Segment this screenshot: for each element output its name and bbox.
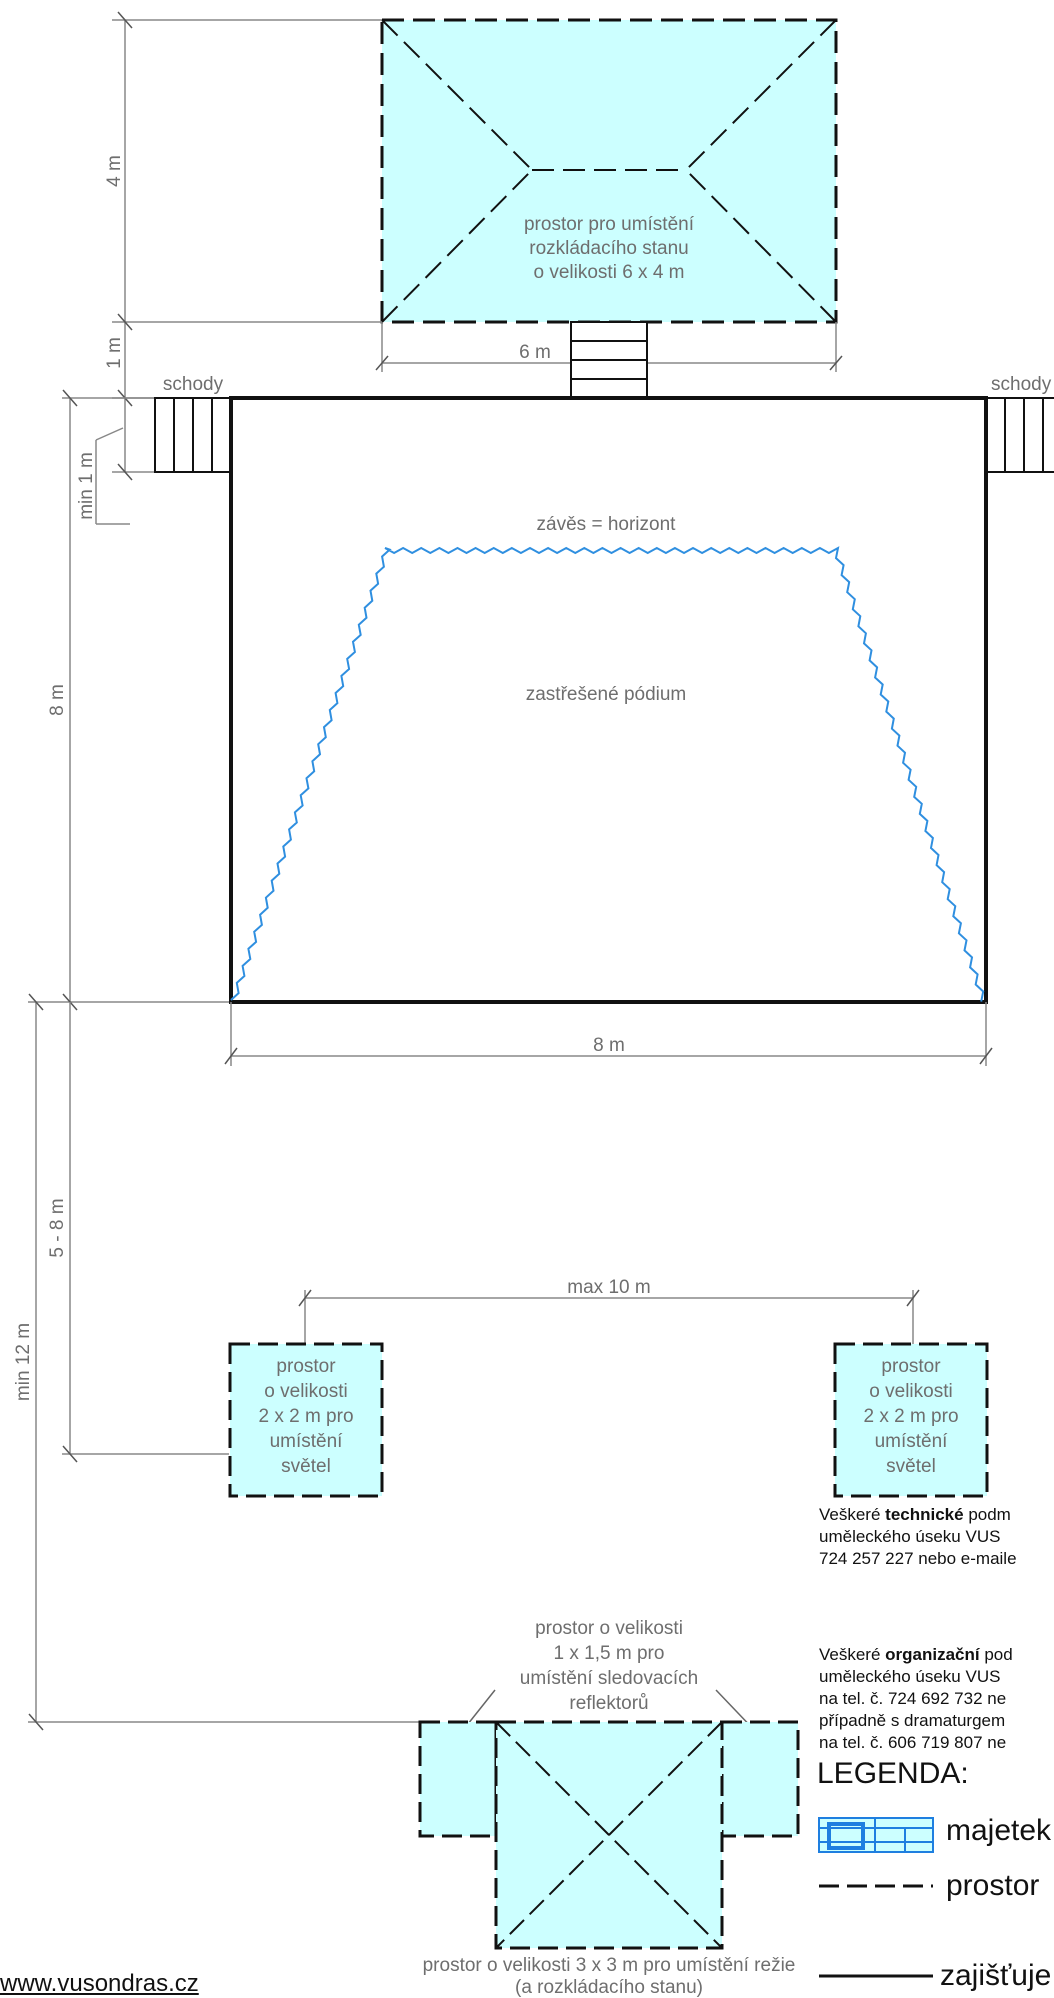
followspot-text-2: 1 x 1,5 m pro bbox=[554, 1643, 665, 1664]
followspot-text-3: umístění sledovacích bbox=[520, 1668, 698, 1689]
stage: závěs = horizont zastřešené pódium bbox=[229, 396, 988, 1004]
lights-distance-dimension: 5 - 8 m bbox=[47, 1002, 229, 1463]
website-link[interactable]: www.vusondras.cz bbox=[0, 1970, 199, 1997]
organizational-note-line-5: na tel. č. 606 719 807 ne bbox=[819, 1733, 1007, 1752]
technical-note-line-3: 724 257 227 nebo e-maile bbox=[819, 1549, 1017, 1568]
lights-spacing-label: max 10 m bbox=[567, 1277, 650, 1298]
light-box-left: prostor o velikosti 2 x 2 m pro umístění… bbox=[228, 1342, 384, 1498]
organizational-note-line-3: na tel. č. 724 692 732 ne bbox=[819, 1689, 1007, 1708]
light-right-text-4: umístění bbox=[875, 1431, 949, 1452]
organizational-note-line-4: případně s dramaturgem bbox=[819, 1711, 1006, 1730]
tent-gap-label: 1 m bbox=[104, 337, 125, 369]
legend-item-provided: zajišťuje bbox=[940, 1959, 1052, 1992]
tent-width-label: 6 m bbox=[519, 342, 551, 363]
control-text-2: (a rozkládacího stanu) bbox=[515, 1977, 703, 1997]
control-area: prostor o velikosti 3 x 3 m pro umístění… bbox=[418, 1720, 800, 1997]
curtain-label: závěs = horizont bbox=[537, 514, 677, 535]
light-left-text-5: světel bbox=[281, 1456, 331, 1477]
tent-text-2: rozkládacího stanu bbox=[529, 238, 689, 259]
left-top-dimensions: 4 m 1 m min 1 m bbox=[76, 11, 382, 525]
tent-height-label: 4 m bbox=[104, 155, 125, 187]
light-left-text-3: 2 x 2 m pro bbox=[258, 1406, 353, 1427]
light-left-text-1: prostor bbox=[276, 1356, 336, 1377]
technical-note: Veškeré technické podm uměleckého úseku … bbox=[819, 1504, 1017, 1570]
stage-width-label: 8 m bbox=[593, 1035, 625, 1056]
lights-distance-label: 5 - 8 m bbox=[47, 1198, 68, 1257]
tent-text-1: prostor pro umístění bbox=[524, 214, 695, 235]
legend-item-owned: majetek bbox=[946, 1814, 1052, 1847]
light-box-right: prostor o velikosti 2 x 2 m pro umístění… bbox=[833, 1342, 989, 1498]
technical-note-line-1: Veškeré technické podm bbox=[819, 1505, 1011, 1524]
tent-text-3: o velikosti 6 x 4 m bbox=[534, 262, 685, 283]
control-text-1: prostor o velikosti 3 x 3 m pro umístění… bbox=[423, 1955, 796, 1976]
light-right-text-2: o velikosti bbox=[869, 1381, 952, 1402]
lights-spacing-dimension: max 10 m bbox=[298, 1277, 920, 1344]
organizational-note-line-1: Veškeré organizační pod bbox=[819, 1645, 1013, 1664]
stairs-min-label: min 1 m bbox=[76, 452, 97, 520]
stage-width-dimension: 8 m bbox=[224, 1002, 993, 1066]
tent-area: prostor pro umístění rozkládacího stanu … bbox=[380, 18, 838, 324]
light-left-text-2: o velikosti bbox=[264, 1381, 347, 1402]
organizational-note-line-2: uměleckého úseku VUS bbox=[819, 1667, 1001, 1686]
light-right-text-3: 2 x 2 m pro bbox=[863, 1406, 958, 1427]
stage-label: zastřešené pódium bbox=[526, 684, 687, 705]
followspot-text-4: reflektorů bbox=[569, 1693, 648, 1714]
control-distance-dimension: min 12 m bbox=[13, 993, 420, 1731]
control-distance-label: min 12 m bbox=[13, 1323, 34, 1401]
stairs-right-label: schody bbox=[991, 374, 1052, 395]
light-right-text-1: prostor bbox=[881, 1356, 941, 1377]
light-right-text-5: světel bbox=[886, 1456, 936, 1477]
right-stairs: schody bbox=[985, 374, 1054, 473]
stage-height-label: 8 m bbox=[47, 684, 68, 716]
organizational-note: Veškeré organizační pod uměleckého úseku… bbox=[819, 1644, 1013, 1754]
stairs-left-label: schody bbox=[163, 374, 224, 395]
followspot-text-1: prostor o velikosti bbox=[535, 1618, 683, 1639]
curtain-line bbox=[230, 546, 985, 1002]
followspot-label: prostor o velikosti 1 x 1,5 m pro umístě… bbox=[457, 1618, 761, 1737]
left-stairs: schody bbox=[154, 374, 232, 473]
technical-note-line-2: uměleckého úseku VUS bbox=[819, 1527, 1001, 1546]
light-left-text-4: umístění bbox=[270, 1431, 344, 1452]
stage-height-dimension: 8 m bbox=[47, 389, 230, 1011]
legend-title: LEGENDA: bbox=[817, 1757, 969, 1790]
legend-graphics bbox=[818, 1817, 934, 1978]
legend-item-space: prostor bbox=[946, 1869, 1040, 1902]
